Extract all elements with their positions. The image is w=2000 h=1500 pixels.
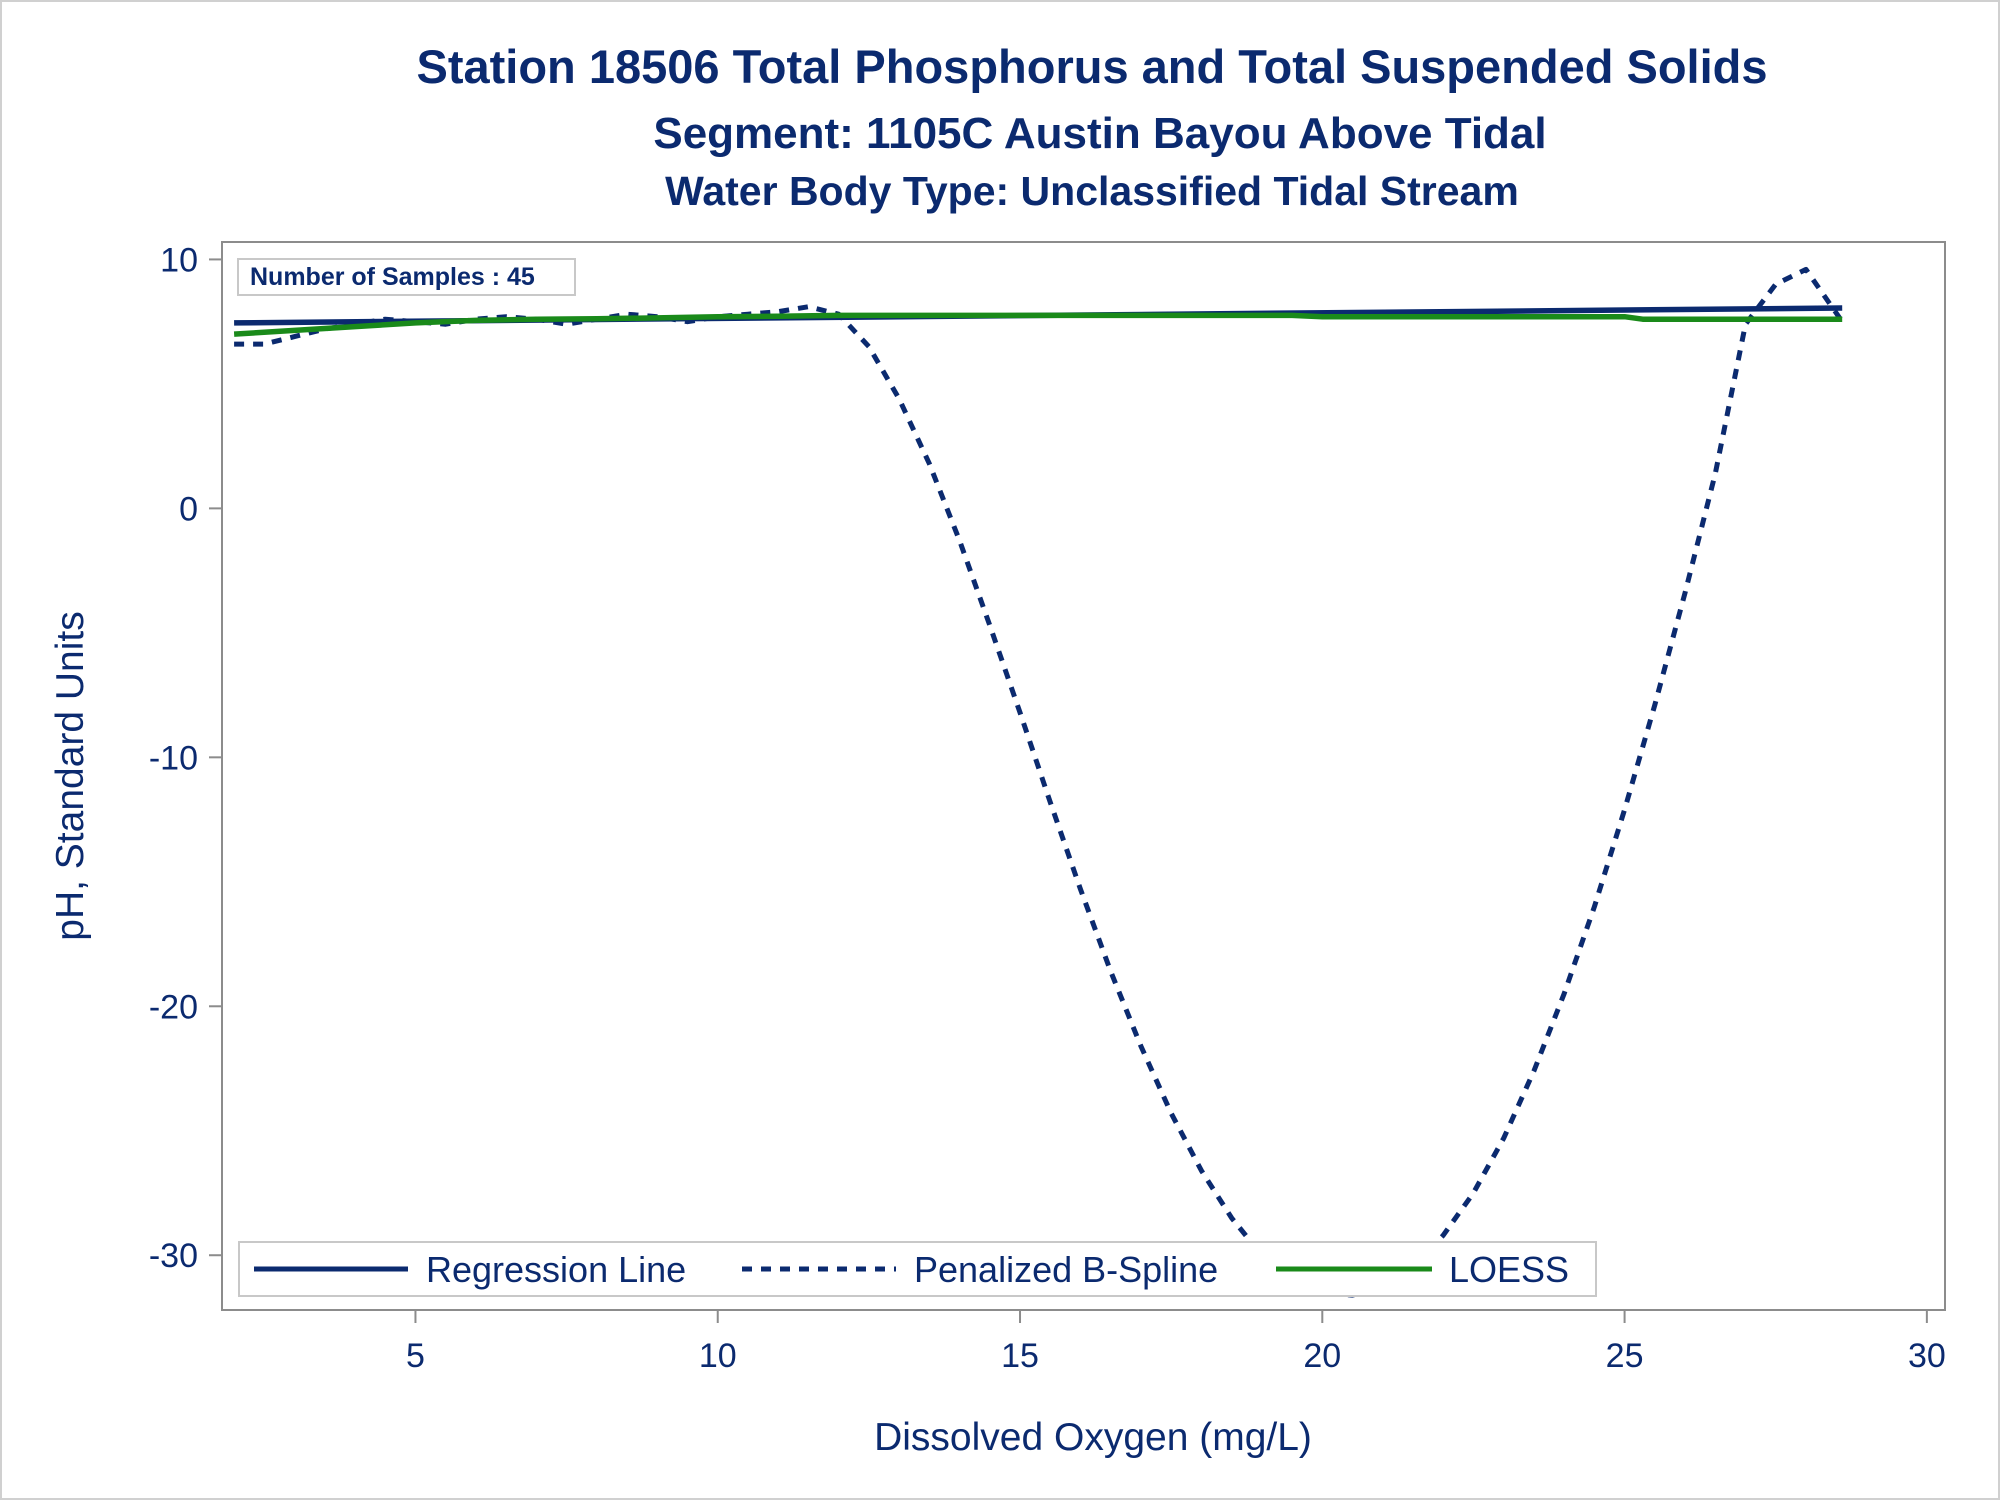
series-penalized-b-spline <box>234 266 1845 1298</box>
y-axis-label: pH, Standard Units <box>49 611 92 941</box>
x-tick-label: 5 <box>406 1337 425 1375</box>
legend-label-loess: LOESS <box>1449 1249 1569 1290</box>
inset-box: Number of Samples : 45 <box>237 258 576 296</box>
y-axis: 10 0 -10 -20 -30 <box>149 241 222 1275</box>
series-loess <box>233 312 1843 337</box>
x-tick-label: 30 <box>1908 1337 1946 1375</box>
x-tick-label: 10 <box>699 1337 737 1375</box>
y-tick-label: 10 <box>160 241 198 279</box>
legend: Regression Line Penalized B-Spline LOESS <box>238 1241 1597 1297</box>
x-tick-label: 20 <box>1303 1337 1341 1375</box>
inset-label: Number of Samples : 45 <box>250 263 535 291</box>
y-tick-label: 0 <box>179 490 198 528</box>
x-tick-label: 15 <box>1001 1337 1039 1375</box>
x-axis-label: Dissolved Oxygen (mg/L) <box>874 1416 1312 1459</box>
x-axis: 5 10 15 20 25 30 <box>406 1310 1946 1375</box>
chart-title: Station 18506 Total Phosphorus and Total… <box>417 40 1768 93</box>
legend-label-penalized-b-spline: Penalized B-Spline <box>914 1249 1218 1290</box>
y-tick-label: -30 <box>149 1237 198 1275</box>
series-layer <box>233 266 1845 1298</box>
legend-label-regression-line: Regression Line <box>426 1249 686 1290</box>
x-tick-label: 25 <box>1606 1337 1644 1375</box>
plot-area <box>221 241 1946 1311</box>
y-tick-label: -20 <box>149 988 198 1026</box>
chart-subtitle: Segment: 1105C Austin Bayou Above Tidal <box>653 109 1546 158</box>
y-tick-label: -10 <box>149 739 198 777</box>
chart-subtitle-2: Water Body Type: Unclassified Tidal Stre… <box>665 168 1519 214</box>
